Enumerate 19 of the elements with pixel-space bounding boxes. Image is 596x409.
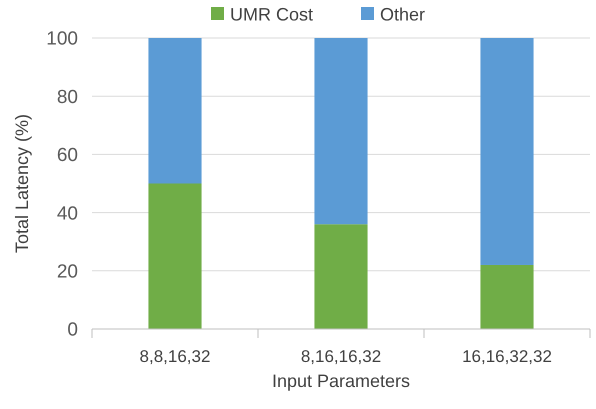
legend-label: UMR Cost: [230, 4, 314, 24]
bar: [480, 264, 534, 329]
bar: [148, 184, 202, 329]
bar: [148, 38, 202, 184]
y-tick-label: 100: [46, 28, 78, 50]
y-tick-label: 80: [56, 86, 78, 108]
y-tick-label: 60: [56, 145, 78, 166]
bar: [314, 38, 368, 224]
bar: [480, 38, 534, 265]
x-tick-label: 8,8,16,32: [140, 347, 210, 366]
bar: [314, 224, 368, 329]
y-tick-label: 40: [56, 203, 78, 224]
legend-label: Other: [380, 4, 426, 24]
x-tick-label: 8,16,16,32: [300, 347, 382, 366]
x-axis-title: Input Parameters: [272, 371, 410, 391]
y-tick-label: 20: [56, 261, 78, 282]
y-axis-title: Total Latency (%): [12, 114, 32, 254]
x-tick-label: 16,16,32,32: [462, 347, 552, 366]
y-tick-label: 0: [67, 320, 78, 341]
